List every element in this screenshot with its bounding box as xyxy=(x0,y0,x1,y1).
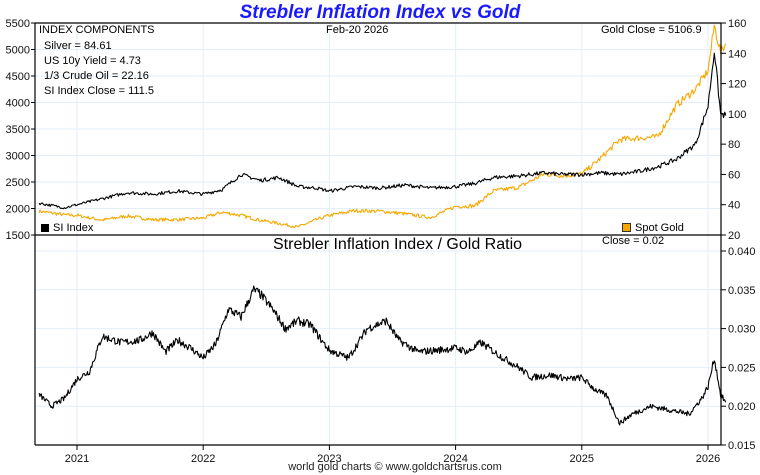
right-tick-label: 140 xyxy=(728,48,746,60)
components-heading: INDEX COMPONENTS xyxy=(39,24,155,36)
ratio-tick-label: 0.020 xyxy=(728,401,756,413)
left-tick-label: 2000 xyxy=(6,204,30,216)
right-tick-label: 40 xyxy=(728,200,740,212)
x-tick-label: 2023 xyxy=(317,453,341,465)
ratio-tick-label: 0.030 xyxy=(728,324,756,336)
left-tick-label: 4000 xyxy=(6,98,30,110)
component-crude: 1/3 Crude Oil = 22.16 xyxy=(44,70,149,82)
gold-close-label: Gold Close = 5106.9 xyxy=(601,24,702,36)
x-tick-label: 2025 xyxy=(570,453,594,465)
legend-swatch-si xyxy=(41,224,49,232)
series-line-spot-gold xyxy=(38,24,727,229)
left-tick-label: 3500 xyxy=(6,124,30,136)
component-si-close: SI Index Close = 111.5 xyxy=(44,85,154,97)
ratio-close-label: Close = 0.02 xyxy=(602,235,665,247)
component-silver: Silver = 84.61 xyxy=(44,40,112,52)
left-tick-label: 1500 xyxy=(6,230,30,242)
left-tick-label: 3000 xyxy=(6,151,30,163)
ratio-tick-label: 0.025 xyxy=(728,362,756,374)
series-line-si-index xyxy=(38,52,727,210)
x-tick-label: 2022 xyxy=(191,453,215,465)
legend-swatch-gold xyxy=(622,223,631,232)
component-us10y: US 10y Yield = 4.73 xyxy=(44,55,141,67)
x-tick-label: 2021 xyxy=(65,453,89,465)
right-tick-label: 60 xyxy=(728,169,740,181)
right-tick-label: 20 xyxy=(728,230,740,242)
ratio-title: Strebler Inflation Index / Gold Ratio xyxy=(273,236,523,253)
legend-gold-label: Spot Gold xyxy=(635,222,684,234)
chart-title: Strebler Inflation Index vs Gold xyxy=(239,2,521,23)
x-tick-label: 2026 xyxy=(696,453,720,465)
series-line-ratio xyxy=(38,285,727,426)
axes: 1500 2000 2500 3000 3500 4000 4500 5000 5500 20 40… xyxy=(6,18,756,465)
ratio-tick-label: 0.015 xyxy=(728,440,756,452)
legend-spot-gold: Spot Gold xyxy=(622,222,684,234)
ratio-tick-label: 0.040 xyxy=(728,246,756,258)
series-layer xyxy=(38,24,727,426)
left-tick-label: 4500 xyxy=(6,71,30,83)
right-tick-label: 160 xyxy=(728,18,746,30)
left-tick-label: 5000 xyxy=(6,45,30,57)
footer-credit: world gold charts © www.goldchartsrus.co… xyxy=(288,461,502,473)
date-label: Feb-20 2026 xyxy=(326,24,389,36)
legend-si-label: SI Index xyxy=(53,222,94,234)
gridlines xyxy=(35,22,721,446)
right-tick-label: 80 xyxy=(728,139,740,151)
right-tick-label: 100 xyxy=(728,109,746,121)
legend-si-index: SI Index xyxy=(41,222,93,234)
x-tick-label: 2024 xyxy=(443,453,467,465)
left-tick-label: 5500 xyxy=(6,18,30,30)
right-tick-label: 120 xyxy=(728,79,746,91)
ratio-tick-label: 0.035 xyxy=(728,285,756,297)
left-tick-label: 2500 xyxy=(6,177,30,189)
